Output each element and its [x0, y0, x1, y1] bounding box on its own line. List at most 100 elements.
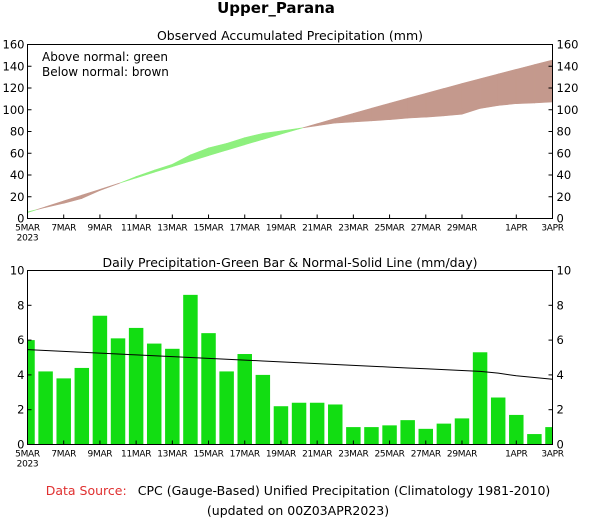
precip-bar	[201, 333, 216, 445]
above-normal-band	[208, 142, 227, 157]
accum-xtick-label: 13MAR	[157, 224, 187, 234]
data-source-line: Data Source: CPC (Gauge-Based) Unified P…	[46, 480, 551, 499]
accum-ytick-label-left: 40	[10, 168, 25, 182]
daily-plot-area	[27, 294, 553, 445]
accum-ytick-label-left: 20	[10, 190, 25, 204]
precip-bar	[146, 343, 162, 445]
accum-xtick-label: 1APR	[505, 224, 527, 234]
accum-ytick-label-left: 120	[3, 81, 25, 95]
accum-chart: 0 0 20 20 40 40 60 60 80 80 100 100 120 120 140 140 160 1…	[3, 38, 579, 244]
daily-ytick-label-right: 0	[557, 438, 564, 452]
daily-xtick-label: 3APR	[541, 450, 563, 460]
precip-bar	[110, 338, 126, 445]
data-source-label: Data Source:	[46, 483, 127, 498]
above-normal-band	[244, 132, 264, 146]
accum-ytick-label-left: 100	[3, 103, 25, 117]
below-normal-band	[117, 182, 121, 185]
precip-bar	[436, 423, 452, 445]
daily-ytick-label-right: 8	[557, 298, 564, 312]
daily-chart: 0 0 2 2 4 4 6 6 8 8 10 10 5MAR 2023 7MAR 9MAR 11MAR 13MA…	[10, 264, 571, 470]
below-normal-band	[99, 183, 119, 191]
daily-xtick-label: 29MAR	[447, 450, 477, 460]
above-normal-band	[298, 127, 303, 130]
daily-ytick-label-right: 6	[557, 333, 564, 347]
above-normal-band	[120, 176, 137, 184]
accum-ytick-label-right: 100	[557, 103, 579, 117]
daily-ytick-label-left: 10	[10, 264, 25, 278]
legend-above-normal: Above normal: green	[42, 50, 168, 64]
below-normal-band	[316, 118, 336, 127]
daily-ytick-label-left: 6	[17, 333, 24, 347]
daily-chart-title: Daily Precipitation-Green Bar & Normal-S…	[102, 255, 477, 270]
accum-ytick-label-right: 60	[557, 146, 572, 160]
daily-x-axis: 5MAR 2023 7MAR 9MAR 11MAR 13MAR 15MAR 17MAR 19MA…	[15, 440, 564, 470]
accum-xtick-label: 5MAR 2023	[15, 224, 40, 244]
accum-xtick-label: 17MAR	[230, 224, 260, 234]
precip-bar	[92, 315, 108, 445]
precip-bar	[309, 402, 325, 445]
precip-bar	[183, 294, 198, 445]
accum-plot-area	[27, 59, 553, 214]
daily-xtick-label: 5MAR 2023	[15, 450, 40, 470]
daily-ytick-label-right: 10	[557, 264, 572, 278]
accum-xtick-label: 25MAR	[374, 224, 404, 234]
above-normal-band	[190, 147, 209, 162]
below-normal-band	[479, 73, 499, 109]
accum-xtick-label: 29MAR	[447, 224, 477, 234]
precip-bar	[472, 352, 488, 445]
precip-bar	[27, 340, 35, 445]
accum-xtick-label: 9MAR	[88, 224, 113, 234]
above-normal-band	[172, 154, 191, 168]
data-source-text: CPC (Gauge-Based) Unified Precipitation …	[138, 483, 551, 498]
daily-ytick-label-left: 0	[17, 438, 24, 452]
precip-bar	[328, 404, 343, 445]
accum-ytick-label-left: 140	[3, 59, 25, 73]
daily-ytick-label-right: 2	[557, 403, 564, 417]
daily-y-axis: 0 0 2 2 4 4 6 6 8 8 10 10	[10, 264, 571, 452]
precip-bar	[255, 374, 271, 445]
above-normal-band	[262, 130, 282, 140]
precip-bar	[454, 418, 470, 445]
precip-bar	[418, 428, 434, 445]
daily-xtick-label: 11MAR	[121, 450, 151, 460]
precip-bar	[237, 354, 252, 445]
daily-xtick-label: 27MAR	[411, 450, 441, 460]
accum-xtick-label: 19MAR	[266, 224, 296, 234]
accum-x-axis: 5MAR 2023 7MAR 9MAR 11MAR 13MAR 15MAR 17MAR 19MA…	[15, 214, 564, 244]
accum-ytick-label-left: 0	[17, 212, 24, 226]
below-normal-band	[515, 64, 535, 104]
below-normal-band	[81, 188, 101, 199]
accum-xtick-label: 27MAR	[411, 224, 441, 234]
precip-bar	[38, 371, 53, 445]
precip-bar	[400, 420, 415, 445]
accum-xtick-label: 23MAR	[338, 224, 368, 234]
precip-bar	[527, 434, 542, 445]
accum-chart-title: Observed Accumulated Precipitation (mm)	[157, 28, 423, 43]
above-normal-band	[280, 128, 300, 135]
below-normal-band	[497, 68, 517, 106]
accum-ytick-label-right: 140	[557, 59, 579, 73]
above-normal-band	[135, 169, 155, 179]
daily-ytick-label-left: 4	[17, 368, 24, 382]
daily-ytick-label-right: 4	[557, 368, 564, 382]
precip-bar	[219, 371, 234, 445]
daily-xtick-label: 23MAR	[338, 450, 368, 460]
daily-xtick-label: 15MAR	[193, 450, 223, 460]
accum-ytick-label-left: 160	[3, 38, 25, 52]
accum-xtick-label: 15MAR	[193, 224, 223, 234]
above-normal-band	[153, 163, 173, 173]
daily-xtick-label: 1APR	[505, 450, 527, 460]
accum-ytick-label-right: 20	[557, 190, 572, 204]
updated-text: (updated on 00Z03APR2023)	[207, 503, 389, 518]
precip-bar	[346, 427, 361, 445]
below-normal-band	[63, 194, 83, 204]
accum-ytick-label-right: 120	[557, 81, 579, 95]
below-normal-band	[443, 83, 463, 117]
daily-ytick-label-left: 2	[17, 403, 24, 417]
precip-bar	[364, 427, 379, 445]
below-normal-band	[353, 107, 372, 123]
accum-ytick-label-right: 40	[557, 168, 572, 182]
precip-bar	[490, 397, 506, 445]
above-normal-band	[226, 137, 246, 151]
daily-xtick-label: 9MAR	[88, 450, 113, 460]
